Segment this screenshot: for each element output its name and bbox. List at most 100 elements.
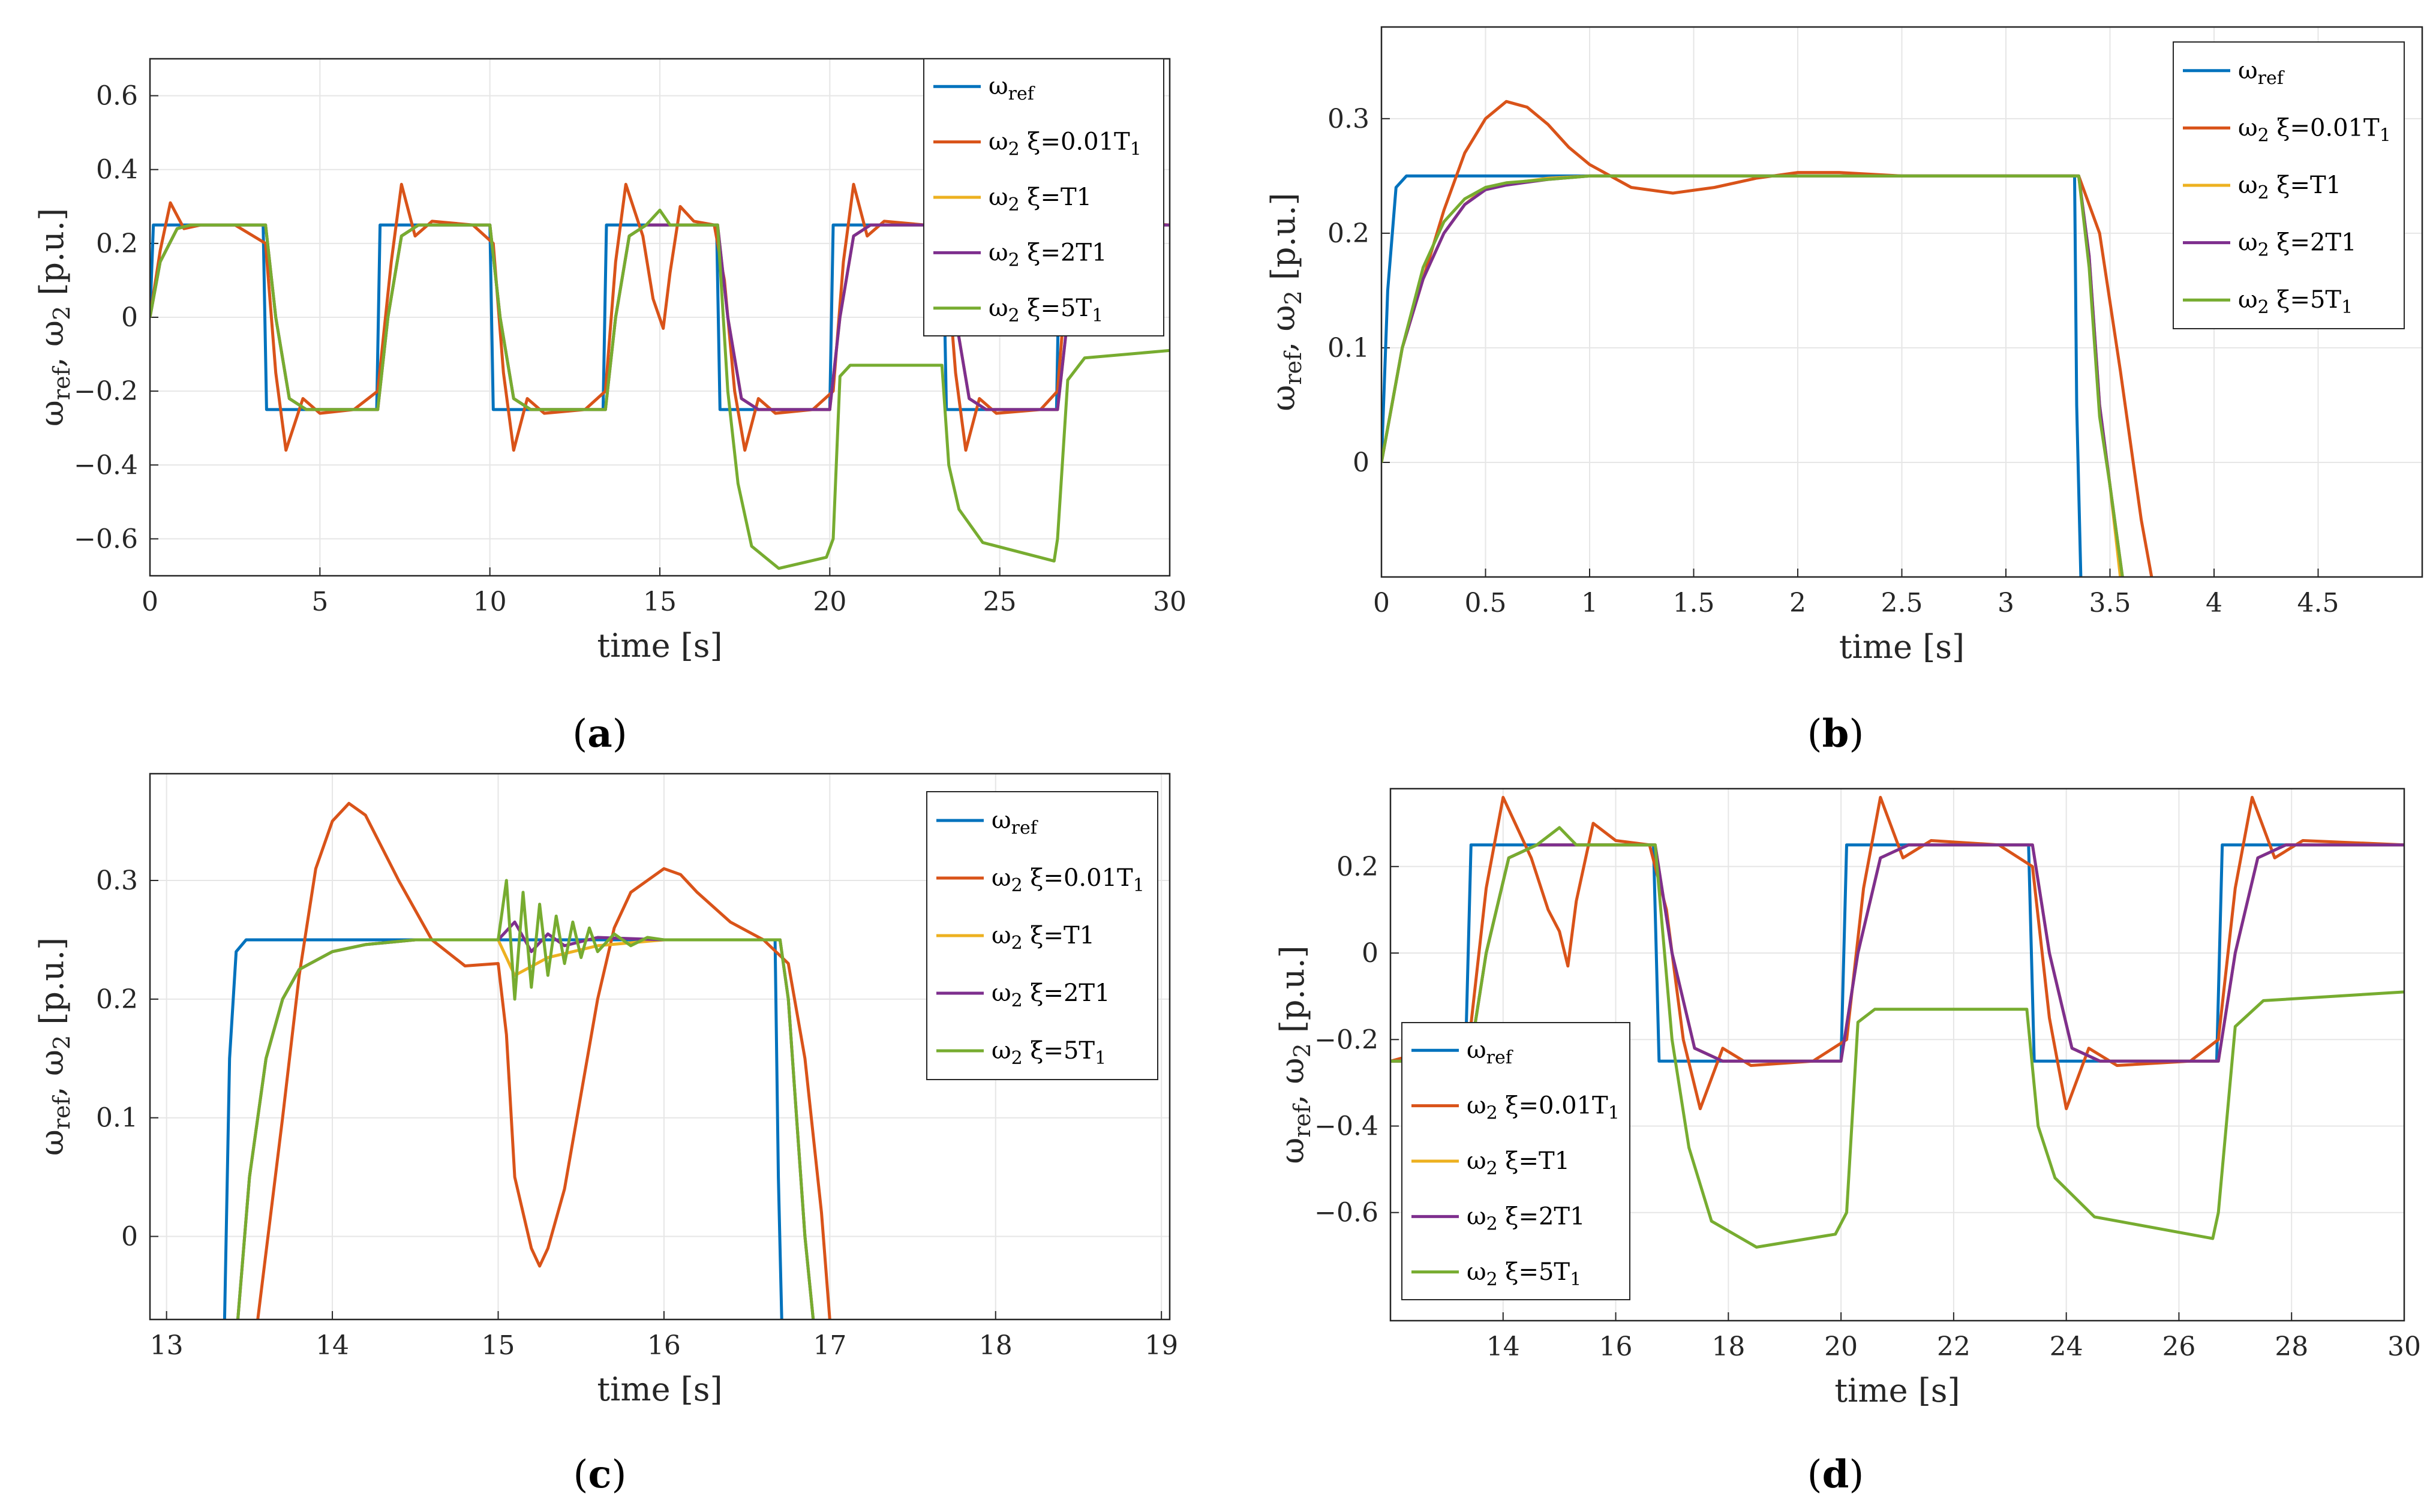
- legend-entry-label: ω2 ξ=2T1: [1467, 1203, 1585, 1234]
- legend-entry-label: ωref: [992, 807, 1038, 838]
- chart-b: 0 0.5 1 1.5 2 2.5 3 3.5 4 4.5 0 0.1 0.2 0.3 time [s] ωr…: [1264, 26, 2423, 756]
- legend-entry-label: ω2 ξ=5T1: [989, 294, 1103, 326]
- y-tick-label: 0.3: [96, 865, 138, 896]
- y-tick-label: −0.2: [1314, 1024, 1378, 1055]
- y-axis-label: ωref, ω2 [p.u.]: [1264, 193, 1306, 411]
- series-line-s5T1: [1390, 826, 2404, 1249]
- x-tick-label: 16: [1599, 1331, 1633, 1362]
- subplot-caption: (a): [572, 711, 627, 756]
- x-tick-label: 0.5: [1465, 588, 1507, 618]
- x-axis-label: time [s]: [1839, 628, 1965, 666]
- y-axis-label: ωref, ω2 [p.u.]: [33, 208, 75, 426]
- legend-entry-label: ω2 ξ=T1: [992, 922, 1095, 954]
- legend: ωref ω2 ξ=0.01T1 ω2 ξ=T1 ω2 ξ=2T1 ω2 ξ=5T1: [923, 58, 1164, 336]
- series-group: [150, 182, 1170, 570]
- x-tick-label: 15: [481, 1330, 515, 1361]
- x-tick-label: 4.5: [2297, 588, 2339, 618]
- chart-d: 14 16 18 20 22 24 26 28 30 −0.6 −0.4 −0.2 0 0.2 time […: [1273, 787, 2421, 1497]
- y-tick-label: 0.6: [96, 81, 138, 112]
- series-line-s001: [256, 802, 831, 1319]
- y-axis-label: ωref, ω2 [p.u.]: [1273, 945, 1315, 1164]
- legend-entry-label: ω2 ξ=2T1: [989, 239, 1107, 270]
- y-tick-label: −0.6: [74, 524, 138, 554]
- y-tick-label: 0.2: [1327, 218, 1369, 249]
- axes-frame: [149, 58, 1171, 577]
- y-tick-label: 0.4: [96, 155, 138, 185]
- y-tick-label: −0.2: [74, 376, 138, 407]
- x-tick-label: 2.5: [1881, 588, 1923, 618]
- x-tick-label: 28: [2275, 1331, 2308, 1362]
- x-tick-label: 1: [1581, 588, 1598, 618]
- subplot-caption: (c): [573, 1452, 627, 1497]
- x-tick-label: 30: [1153, 587, 1187, 617]
- x-tick-label: 3: [1998, 588, 2014, 618]
- series-line-s001: [150, 182, 1170, 452]
- legend-entry-label: ω2 ξ=T1: [1467, 1147, 1570, 1179]
- x-tick-label: 18: [979, 1330, 1013, 1361]
- x-tick-label: 14: [1486, 1331, 1520, 1362]
- x-tick-label: 15: [643, 587, 677, 617]
- legend-entry-label: ωref: [1467, 1036, 1513, 1068]
- y-tick-label: 0.3: [1327, 104, 1369, 134]
- subplot-caption: (b): [1807, 711, 1864, 756]
- x-tick-label: 20: [1824, 1331, 1858, 1362]
- x-tick-label: 25: [983, 587, 1017, 617]
- series-group: [1381, 100, 2153, 577]
- legend-entry-label: ωref: [2238, 57, 2285, 89]
- x-tick-label: 0: [1373, 588, 1390, 618]
- x-tick-label: 3.5: [2089, 588, 2131, 618]
- x-tick-label: 18: [1711, 1331, 1745, 1362]
- legend-entry-label: ωref: [989, 73, 1035, 104]
- x-tick-label: 24: [2050, 1331, 2083, 1362]
- chart-c: 13 14 15 16 17 18 19 0 0.1 0.2 0.3 time [s] ωref, ω2…: [33, 772, 1178, 1497]
- y-tick-label: 0.2: [96, 984, 138, 1015]
- y-tick-label: 0: [121, 1222, 138, 1252]
- series-line-ref: [223, 938, 783, 1319]
- series-group: [1390, 795, 2404, 1249]
- x-tick-label: 16: [647, 1330, 681, 1361]
- x-tick-label: 30: [2387, 1331, 2421, 1362]
- x-axis-label: time [s]: [597, 627, 722, 665]
- legend-entry-label: ω2 ξ=2T1: [2238, 229, 2357, 261]
- y-tick-label: 0: [1362, 938, 1378, 969]
- series-line-s5T1: [236, 879, 815, 1319]
- legend-box: [2173, 41, 2405, 329]
- x-axis-label: time [s]: [1834, 1372, 1960, 1409]
- subplot-caption: (d): [1807, 1452, 1864, 1497]
- legend-entry-label: ω2 ξ=5T1: [1467, 1258, 1581, 1290]
- legend-entry-label: ω2 ξ=0.01T1: [992, 864, 1145, 896]
- x-tick-label: 19: [1145, 1330, 1178, 1361]
- x-tick-label: 22: [1937, 1331, 1971, 1362]
- y-tick-label: 0.1: [96, 1103, 138, 1134]
- axes-frame: [149, 772, 1171, 1321]
- y-tick-label: 0.2: [96, 229, 138, 259]
- y-tick-label: −0.4: [74, 450, 138, 480]
- x-tick-label: 4: [2206, 588, 2222, 618]
- series-line-s001: [1381, 100, 2153, 577]
- series-line-ref: [1381, 174, 2083, 577]
- chart-a: 0 5 10 15 20 25 30 −0.6 −0.4 −0.2 0 0.2 0.4 0.6 time […: [33, 58, 1187, 756]
- x-tick-label: 0: [142, 587, 158, 617]
- axes-frame: [1380, 26, 2423, 578]
- axes-frame: [1389, 787, 2405, 1322]
- y-tick-label: −0.4: [1314, 1111, 1378, 1141]
- legend-entry-label: ω2 ξ=5T1: [992, 1037, 1106, 1069]
- legend: ωref ω2 ξ=0.01T1 ω2 ξ=T1 ω2 ξ=2T1 ω2 ξ=5T1: [2173, 41, 2405, 329]
- x-tick-label: 10: [473, 587, 507, 617]
- legend-entry-label: ω2 ξ=2T1: [992, 979, 1110, 1011]
- y-tick-label: 0.2: [1336, 852, 1378, 882]
- y-axis-label: ωref, ω2 [p.u.]: [33, 937, 75, 1156]
- series-line-s5T1: [1381, 174, 2124, 577]
- x-tick-label: 13: [150, 1330, 184, 1361]
- legend: ωref ω2 ξ=0.01T1 ω2 ξ=T1 ω2 ξ=2T1 ω2 ξ=5T1: [926, 791, 1158, 1080]
- x-tick-label: 26: [2162, 1331, 2195, 1362]
- x-tick-label: 5: [311, 587, 328, 617]
- series-line-s001: [1390, 795, 2404, 1111]
- y-tick-label: −0.6: [1314, 1198, 1378, 1228]
- legend-entry-label: ω2 ξ=0.01T1: [1467, 1092, 1620, 1124]
- legend-entry-label: ω2 ξ=0.01T1: [2238, 114, 2391, 146]
- y-tick-label: 0: [1353, 447, 1369, 478]
- series-line-ref: [1390, 843, 2404, 1063]
- legend: ωref ω2 ξ=0.01T1 ω2 ξ=T1 ω2 ξ=2T1 ω2 ξ=5T1: [1401, 1022, 1630, 1300]
